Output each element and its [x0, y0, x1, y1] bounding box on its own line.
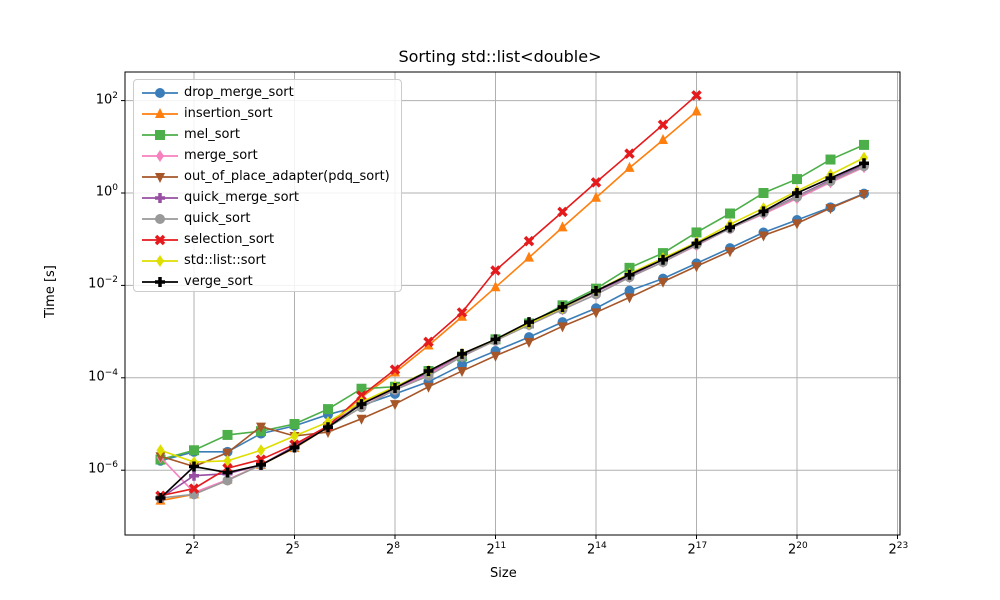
x-tick-label: 22 [185, 541, 200, 558]
legend-item: selection_sort [134, 229, 274, 250]
x-tick-label: 223 [888, 541, 909, 558]
legend-marker-icon [142, 234, 178, 245]
x-axis-label: Size [490, 566, 517, 581]
y-tick-label: 10−2 [88, 275, 118, 292]
legend-label: out_of_place_adapter(pdq_sort) [184, 169, 390, 184]
series-out_of_place_adapter(pdq_sort) [155, 190, 869, 473]
y-tick-label: 10−4 [88, 367, 118, 385]
legend-label: std::list::sort [184, 253, 266, 268]
legend-marker-icon [142, 192, 178, 203]
legend-label: quick_merge_sort [184, 190, 299, 205]
legend-item: drop_merge_sort [134, 82, 294, 103]
legend-label: mel_sort [184, 127, 240, 142]
legend-marker-icon [142, 129, 178, 140]
legend-label: quick_sort [184, 211, 251, 226]
legend-marker-icon [142, 107, 178, 118]
y-tick-label: 100 [95, 183, 118, 200]
legend-item: std::list::sort [134, 250, 266, 271]
x-tick-label: 25 [285, 541, 300, 558]
chart-title: Sorting std::list<double> [398, 47, 602, 66]
y-tick-label: 10−6 [88, 460, 118, 477]
x-tick-label: 28 [386, 541, 401, 558]
legend-marker-icon [142, 149, 178, 162]
legend-item: quick_sort [134, 208, 250, 229]
legend-item: insertion_sort [134, 103, 273, 124]
legend-marker-icon [142, 172, 178, 183]
x-tick-label: 214 [587, 541, 607, 558]
y-axis-label: Time [s] [43, 265, 58, 318]
legend-item: verge_sort [134, 271, 253, 292]
axes-frame [124, 71, 901, 536]
legend-marker-icon [142, 87, 178, 98]
legend-label: merge_sort [184, 148, 258, 163]
legend-marker-icon [142, 276, 178, 287]
legend-label: insertion_sort [184, 106, 273, 121]
legend-item: merge_sort [134, 145, 258, 166]
y-tick-label: 102 [95, 90, 118, 107]
legend-item: mel_sort [134, 124, 240, 145]
x-tick-label: 211 [486, 541, 507, 558]
legend-label: drop_merge_sort [184, 85, 294, 100]
legend-label: verge_sort [184, 274, 253, 289]
series-verge_sort [155, 158, 869, 504]
legend-item: quick_merge_sort [134, 187, 299, 208]
legend-marker-icon [142, 213, 178, 224]
x-tick-label: 220 [788, 541, 808, 558]
legend-marker-icon [142, 254, 178, 267]
legend-label: selection_sort [184, 232, 275, 247]
legend-item: out_of_place_adapter(pdq_sort) [134, 166, 390, 187]
x-tick-label: 217 [687, 541, 708, 558]
